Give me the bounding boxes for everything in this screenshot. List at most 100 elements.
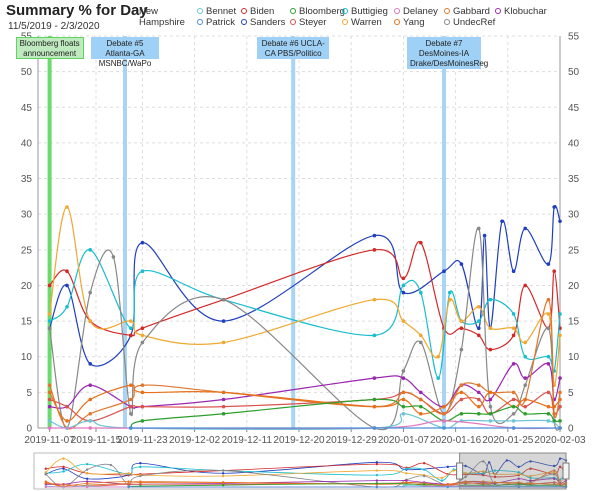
legend-item-buttigieg[interactable]: Buttigieg — [342, 6, 388, 17]
legend-label: Buttigieg — [351, 6, 388, 17]
navigator-point-warren — [221, 474, 225, 478]
data-point-klobuchar — [488, 397, 493, 402]
legend-item-klobuchar[interactable]: Klobuchar — [495, 6, 547, 17]
event-annotation-label: Debate #5 Atlanta-GA MSNBC/WaPo — [91, 37, 159, 68]
data-point-warren — [523, 340, 527, 345]
data-point-gabbard — [546, 297, 551, 302]
legend-item-sanders[interactable]: Sanders — [241, 17, 285, 28]
data-point-bloomberg — [459, 411, 464, 416]
data-point-gabbard — [401, 390, 406, 395]
legend-item-biden[interactable]: Biden — [241, 6, 274, 17]
data-point-gabbard — [47, 383, 52, 388]
data-point-buttigieg — [88, 248, 92, 252]
data-point-klobuchar — [401, 376, 406, 380]
data-point-buttigieg — [558, 312, 562, 316]
legend-item-yang[interactable]: Yang — [394, 17, 424, 28]
navigator-point-sanders — [464, 464, 467, 468]
navigator-point-delaney — [86, 485, 89, 489]
navigator-point-klobuchar — [405, 479, 408, 482]
data-point-undecref — [221, 297, 226, 302]
navigator-point-biden — [558, 465, 562, 469]
data-point-yang — [129, 383, 133, 388]
data-point-steyer — [65, 404, 69, 409]
legend-label: Bennet — [206, 6, 237, 17]
y-tick-label-left: 0 — [26, 424, 32, 435]
event-line-3 — [442, 36, 446, 428]
data-point-gabbard — [552, 411, 556, 416]
data-point-sanders — [558, 219, 562, 224]
data-point-sanders — [442, 269, 446, 274]
navigator-point-warren — [552, 471, 556, 474]
navigator-point-klobuchar — [552, 477, 556, 480]
navigator-point-gabbard — [517, 481, 520, 484]
legend-item-bloomberg[interactable]: Bloomberg — [290, 6, 345, 17]
data-point-biden — [47, 283, 52, 288]
navigator-point-warren — [529, 474, 532, 478]
data-point-undecref — [488, 404, 493, 409]
y-tick-label-right: 10 — [568, 352, 580, 363]
y-tick-label-right: 30 — [568, 210, 580, 221]
data-point-biden — [552, 269, 556, 274]
data-point-undecref — [477, 226, 481, 231]
legend-item-bennet[interactable]: Bennet — [197, 6, 236, 17]
y-tick-label-left: 10 — [21, 352, 33, 363]
data-point-warren — [129, 319, 133, 323]
legend-item-warren[interactable]: Warren — [342, 17, 382, 28]
legend-item-undecref[interactable]: UndecRef — [444, 17, 495, 28]
data-point-yang — [442, 404, 446, 409]
navigator-point-undecref — [552, 473, 556, 476]
navigator-point-sanders — [487, 461, 491, 464]
navigator-selection[interactable] — [459, 452, 567, 490]
data-point-bennet — [488, 419, 493, 423]
legend-item-patrick[interactable]: Patrick — [197, 17, 235, 28]
data-point-sanders — [546, 262, 551, 266]
navigator-handle-right[interactable] — [562, 462, 570, 480]
navigator-point-buttigieg — [422, 468, 426, 471]
data-point-warren — [221, 340, 226, 345]
date-range: 11/5/2019 - 2/3/2020 — [8, 21, 100, 32]
navigator-point-sanders — [517, 465, 520, 469]
navigator-point-buttigieg — [482, 472, 485, 475]
data-point-biden — [401, 276, 406, 281]
y-tick-label-left: 35 — [21, 174, 33, 185]
y-tick-label-right: 20 — [568, 281, 580, 292]
navigator-point-warren — [558, 480, 562, 483]
legend-marker — [444, 19, 450, 26]
event-line-2 — [291, 36, 296, 428]
navigator-point-warren — [44, 471, 48, 474]
navigator-point-patrick — [446, 485, 449, 489]
data-point-gabbard — [558, 390, 562, 395]
data-point-klobuchar — [511, 362, 516, 366]
event-line-0 — [47, 36, 52, 428]
navigator-point-klobuchar — [529, 479, 532, 482]
data-point-warren — [436, 354, 441, 359]
navigator-point-delaney — [44, 485, 48, 489]
data-point-patrick — [442, 426, 446, 430]
data-point-bloomberg — [488, 411, 493, 416]
data-point-sanders — [401, 290, 406, 295]
data-point-yang — [546, 404, 551, 409]
legend-item-gabbard[interactable]: Gabbard — [444, 6, 490, 17]
navigator-point-biden — [375, 462, 379, 466]
data-point-biden — [523, 283, 527, 288]
navigator-handle-left[interactable] — [456, 462, 464, 480]
series-line-bloomberg — [130, 398, 561, 429]
y-tick-label-left: 20 — [21, 281, 33, 292]
legend-marker — [290, 8, 296, 15]
navigator-point-yang — [127, 480, 130, 483]
data-point-klobuchar — [372, 376, 377, 380]
data-point-buttigieg — [419, 290, 423, 295]
legend-item-delaney[interactable]: Delaney — [394, 6, 438, 17]
legend-item-steyer[interactable]: Steyer — [290, 17, 326, 28]
navigator-point-yang — [558, 483, 562, 486]
data-point-buttigieg — [65, 305, 69, 309]
navigator-point-undecref — [464, 475, 467, 479]
data-point-buttigieg — [372, 333, 377, 338]
data-point-warren — [88, 319, 92, 323]
data-point-steyer — [523, 404, 527, 409]
event-annotation-label: Debate #6 UCLA-CA PBS/Politico — [257, 37, 330, 59]
x-tick-label: 2019-12-20 — [273, 435, 325, 446]
data-point-buttigieg — [47, 319, 52, 323]
data-point-undecref — [129, 411, 133, 416]
data-point-yang — [419, 411, 423, 416]
